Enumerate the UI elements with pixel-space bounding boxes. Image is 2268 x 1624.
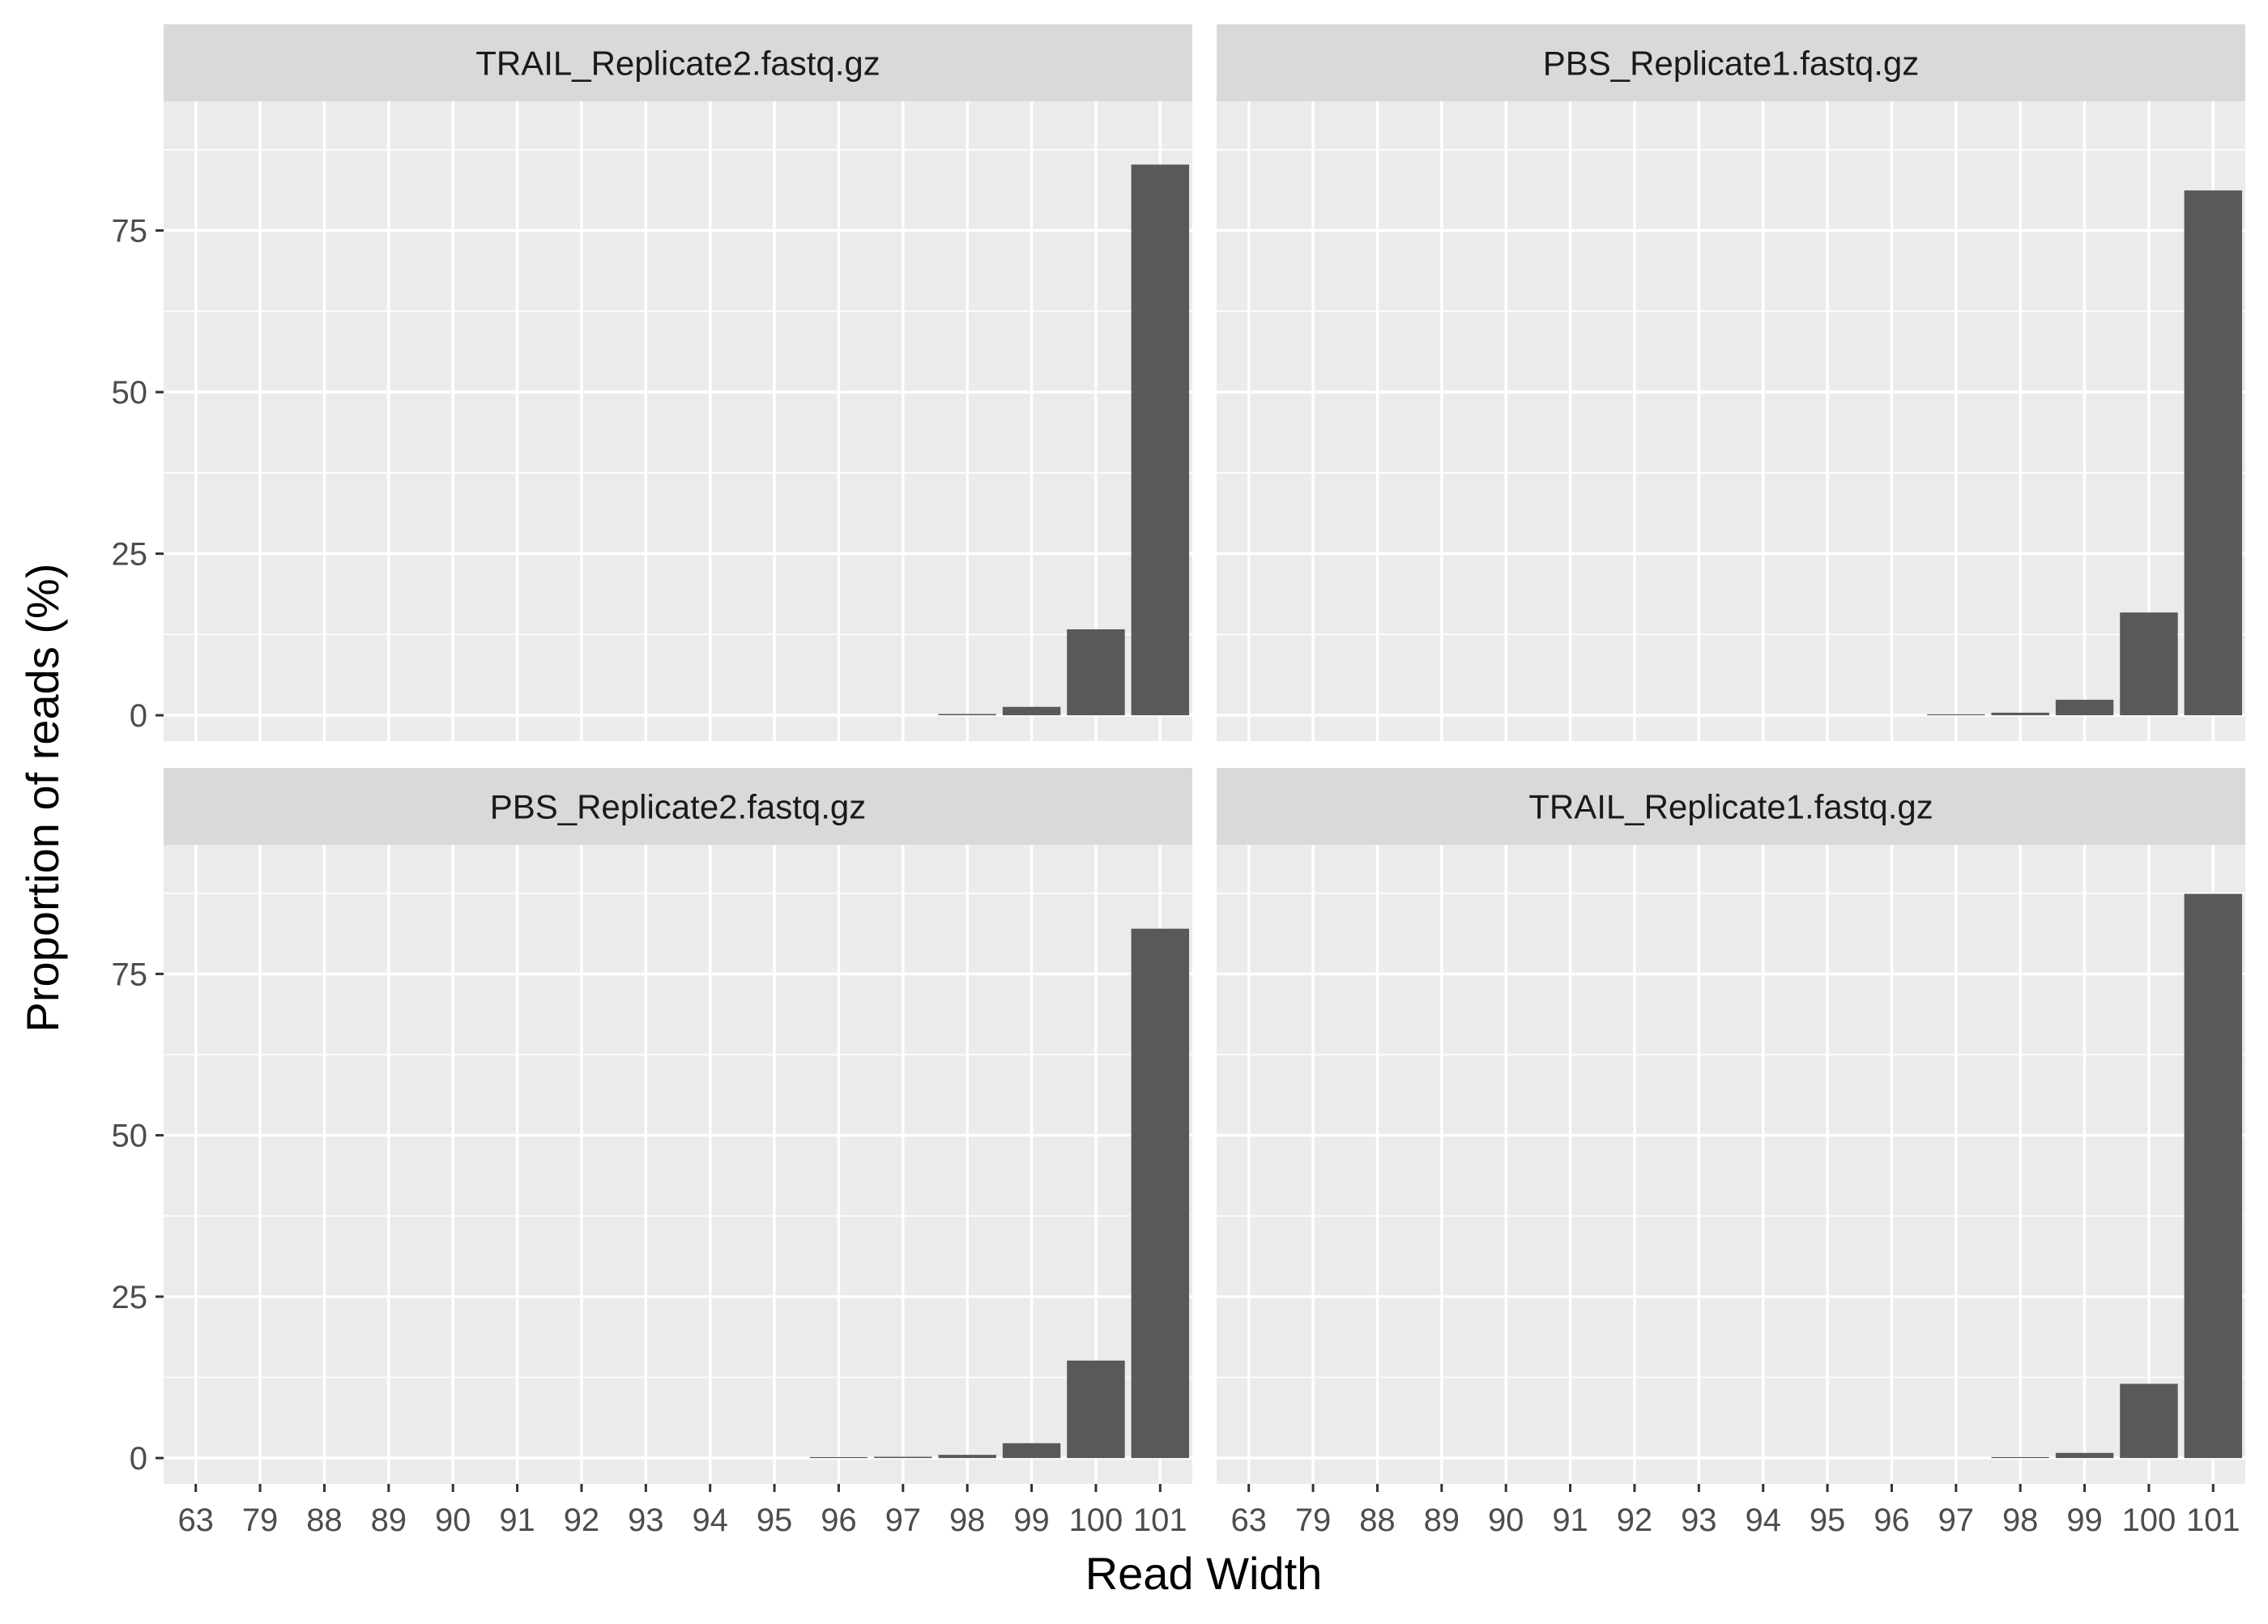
facet-panel-2: PBS_Replicate1.fastq.gz [1217, 24, 2245, 741]
y-tick-label: 25 [112, 537, 148, 573]
x-tick-label: 95 [757, 1503, 793, 1538]
x-tick-label: 96 [1874, 1503, 1910, 1538]
y-tick-label: 75 [112, 957, 148, 992]
panel-background [1217, 845, 2245, 1484]
x-tick-label: 99 [1013, 1503, 1050, 1538]
facet-panel-3: PBS_Replicate2.fastq.gz 0 25 50 75 63 79 88 89 90… [112, 768, 1192, 1538]
facet-strip [164, 768, 1192, 845]
y-tick-label: 75 [112, 214, 148, 249]
bar-101 [2184, 893, 2243, 1459]
bar-100 [2120, 1383, 2178, 1459]
x-tick-label: 88 [306, 1503, 343, 1538]
x-tick-label: 88 [1359, 1503, 1396, 1538]
x-tick-label: 100 [2122, 1503, 2176, 1538]
bar-96 [809, 1456, 868, 1459]
bar-100 [2120, 612, 2178, 716]
x-tick-label: 94 [692, 1503, 728, 1538]
x-tick-label: 98 [2002, 1503, 2039, 1538]
x-tick-label: 89 [1424, 1503, 1460, 1538]
x-tick-label: 90 [1488, 1503, 1524, 1538]
y-axis-label: Proportion of reads (%) [17, 564, 68, 1033]
facet-strip [164, 24, 1192, 101]
bar-101 [2184, 190, 2243, 716]
x-tick-label: 79 [1295, 1503, 1332, 1538]
x-tick-label: 100 [1069, 1503, 1123, 1538]
bar-99 [2055, 1452, 2114, 1459]
x-tick-label: 95 [1810, 1503, 1846, 1538]
x-tick-label: 92 [1617, 1503, 1653, 1538]
facet-panel-4: TRAIL_Replicate1.fastq.gz 63 79 88 89 90 91 92 9… [1217, 768, 2245, 1538]
x-tick-label: 101 [2186, 1503, 2240, 1538]
x-tick-label: 89 [371, 1503, 407, 1538]
panel-background [164, 845, 1192, 1484]
x-tick-label: 79 [242, 1503, 279, 1538]
x-tick-label: 63 [177, 1503, 214, 1538]
x-tick-label: 93 [1681, 1503, 1717, 1538]
panels-layer: TRAIL_Replicate2.fastq.gz0255075PBS_Repl… [112, 24, 2245, 1538]
x-tick-label: 91 [499, 1503, 535, 1538]
x-tick-label: 91 [1552, 1503, 1588, 1538]
x-tick-label: 97 [1938, 1503, 1975, 1538]
facet-title: TRAIL_Replicate2.fastq.gz [475, 45, 880, 83]
bar-99 [2055, 699, 2114, 716]
bar-99 [1002, 1443, 1061, 1459]
x-tick-label: 94 [1745, 1503, 1781, 1538]
bar-100 [1067, 629, 1125, 716]
x-tick-label: 97 [885, 1503, 922, 1538]
bar-98 [1991, 1456, 2049, 1459]
bar-98 [1991, 712, 2049, 716]
bar-98 [938, 714, 996, 716]
y-tick-label: 50 [112, 375, 148, 411]
y-tick-label: 50 [112, 1119, 148, 1154]
facet-strip [1217, 768, 2245, 845]
bar-97 [874, 1456, 932, 1459]
x-tick-label: 99 [2066, 1503, 2103, 1538]
bar-97 [1927, 714, 1985, 716]
x-tick-label: 63 [1230, 1503, 1267, 1538]
x-tick-label: 98 [949, 1503, 986, 1538]
y-tick-label: 0 [130, 1441, 147, 1477]
x-tick-label: 96 [821, 1503, 857, 1538]
bar-98 [938, 1455, 996, 1459]
x-tick-label: 101 [1133, 1503, 1187, 1538]
facet-strip [1217, 24, 2245, 101]
x-tick-label: 90 [435, 1503, 471, 1538]
bar-100 [1067, 1360, 1125, 1459]
facet-title: TRAIL_Replicate1.fastq.gz [1528, 788, 1933, 826]
bar-101 [1131, 928, 1190, 1459]
y-tick-label: 0 [130, 698, 147, 734]
facet-panel-1: TRAIL_Replicate2.fastq.gz 0 25 50 75 [112, 24, 1192, 741]
bar-99 [1002, 706, 1061, 716]
facet-title: PBS_Replicate1.fastq.gz [1543, 45, 1920, 83]
x-tick-label: 93 [628, 1503, 664, 1538]
x-tick-label: 92 [564, 1503, 600, 1538]
panel-background [1217, 101, 2245, 741]
bar-101 [1131, 164, 1190, 716]
panel-background [164, 101, 1192, 741]
facet-title: PBS_Replicate2.fastq.gz [490, 788, 867, 826]
y-tick-label: 25 [112, 1280, 148, 1315]
x-axis-label: Read Width [1085, 1548, 1323, 1599]
